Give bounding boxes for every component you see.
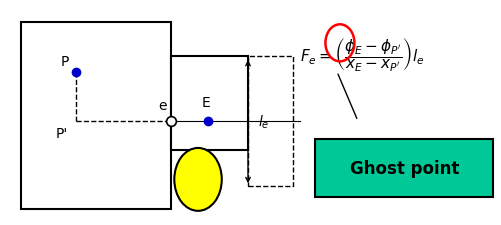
Bar — [21, 23, 170, 209]
Text: Ghost point: Ghost point — [350, 160, 459, 177]
Text: P: P — [61, 55, 69, 69]
Bar — [248, 57, 293, 186]
Bar — [170, 57, 248, 151]
Text: $l_e$: $l_e$ — [258, 113, 270, 130]
Text: e: e — [158, 98, 166, 112]
Text: $F_e = \left(\dfrac{\phi_E - \phi_{P^\prime}}{x_E - x_{P^\prime}}\right)l_e$: $F_e = \left(\dfrac{\phi_E - \phi_{P^\pr… — [301, 36, 425, 73]
Ellipse shape — [174, 148, 222, 211]
Bar — [316, 139, 493, 198]
Text: P': P' — [56, 126, 68, 140]
Text: E: E — [202, 96, 211, 110]
